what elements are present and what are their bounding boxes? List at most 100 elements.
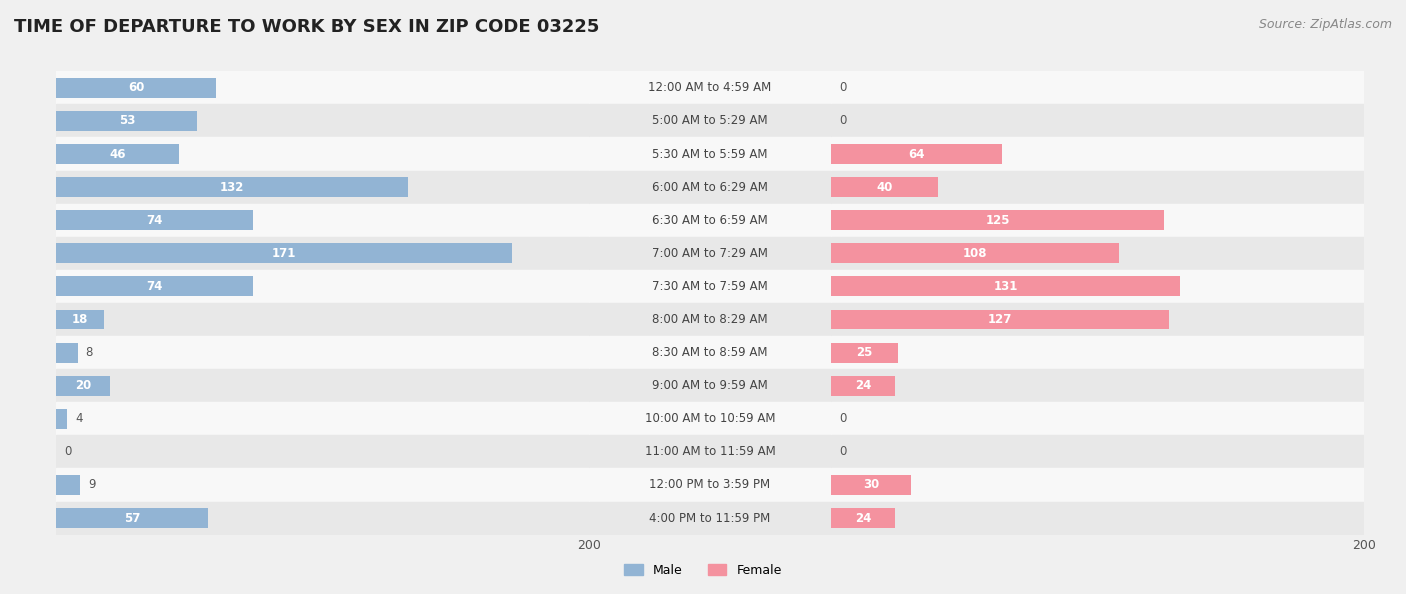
Bar xyxy=(56,336,589,369)
Text: TIME OF DEPARTURE TO WORK BY SEX IN ZIP CODE 03225: TIME OF DEPARTURE TO WORK BY SEX IN ZIP … xyxy=(14,18,599,36)
Bar xyxy=(831,402,1364,435)
Bar xyxy=(831,244,1119,263)
Text: 0: 0 xyxy=(839,81,846,94)
Text: 40: 40 xyxy=(876,181,893,194)
Text: 10:00 AM to 10:59 AM: 10:00 AM to 10:59 AM xyxy=(645,412,775,425)
Bar xyxy=(56,270,589,303)
Bar xyxy=(589,270,831,303)
Bar xyxy=(831,435,834,469)
Bar xyxy=(831,501,1364,535)
Bar xyxy=(589,435,831,469)
Text: 24: 24 xyxy=(855,379,872,392)
Bar xyxy=(589,369,831,402)
Bar xyxy=(56,170,59,204)
Bar xyxy=(831,204,834,237)
Bar xyxy=(831,270,1364,303)
Text: 8:00 AM to 8:29 AM: 8:00 AM to 8:29 AM xyxy=(652,313,768,326)
Text: 108: 108 xyxy=(963,247,987,260)
Text: 12:00 PM to 3:59 PM: 12:00 PM to 3:59 PM xyxy=(650,478,770,491)
Text: 0: 0 xyxy=(65,446,72,459)
Bar xyxy=(831,336,834,369)
Text: 131: 131 xyxy=(994,280,1018,293)
Bar xyxy=(831,475,911,495)
Bar xyxy=(831,402,834,435)
Text: 9:00 AM to 9:59 AM: 9:00 AM to 9:59 AM xyxy=(652,379,768,392)
Bar xyxy=(56,78,217,98)
Bar xyxy=(589,270,831,303)
Bar xyxy=(56,137,589,170)
Text: 4:00 PM to 11:59 PM: 4:00 PM to 11:59 PM xyxy=(650,511,770,525)
Text: 6:00 AM to 6:29 AM: 6:00 AM to 6:29 AM xyxy=(652,181,768,194)
Bar xyxy=(56,376,110,396)
Bar xyxy=(589,336,831,369)
Bar xyxy=(589,204,831,237)
Bar xyxy=(56,71,59,105)
Bar xyxy=(56,469,589,501)
Text: 0: 0 xyxy=(839,446,846,459)
Bar xyxy=(831,469,1364,501)
Bar xyxy=(56,402,59,435)
Bar xyxy=(589,369,831,402)
Bar xyxy=(589,469,831,501)
Bar xyxy=(831,237,1364,270)
Text: 18: 18 xyxy=(72,313,89,326)
Text: 74: 74 xyxy=(146,214,163,227)
Bar xyxy=(56,402,589,435)
Text: 25: 25 xyxy=(856,346,873,359)
Bar xyxy=(831,105,834,137)
Text: 74: 74 xyxy=(146,280,163,293)
Text: 125: 125 xyxy=(986,214,1010,227)
Bar xyxy=(831,144,1001,164)
Bar xyxy=(831,303,1364,336)
Bar xyxy=(831,469,834,501)
Bar xyxy=(831,270,834,303)
Bar xyxy=(56,508,208,528)
Text: Source: ZipAtlas.com: Source: ZipAtlas.com xyxy=(1258,18,1392,31)
Text: 171: 171 xyxy=(271,247,297,260)
Bar xyxy=(56,435,59,469)
Bar xyxy=(56,309,104,330)
Bar xyxy=(831,309,1170,330)
Bar xyxy=(56,177,408,197)
Text: 11:00 AM to 11:59 AM: 11:00 AM to 11:59 AM xyxy=(645,446,775,459)
Bar xyxy=(589,402,831,435)
Text: 4: 4 xyxy=(75,412,83,425)
Text: 60: 60 xyxy=(128,81,145,94)
Bar xyxy=(589,435,831,469)
Bar xyxy=(589,303,831,336)
Bar xyxy=(56,170,589,204)
Bar xyxy=(589,469,831,501)
Bar xyxy=(589,237,831,270)
Bar xyxy=(831,204,1364,237)
Bar xyxy=(831,303,834,336)
Bar xyxy=(56,210,253,230)
Bar xyxy=(589,336,831,369)
Bar xyxy=(56,336,59,369)
Text: 53: 53 xyxy=(118,115,135,128)
Text: 8: 8 xyxy=(86,346,93,359)
Bar xyxy=(56,204,589,237)
Bar xyxy=(831,336,1364,369)
Text: 20: 20 xyxy=(75,379,91,392)
Text: 5:30 AM to 5:59 AM: 5:30 AM to 5:59 AM xyxy=(652,147,768,160)
Bar xyxy=(56,369,59,402)
Bar xyxy=(831,137,1364,170)
Bar xyxy=(589,501,831,535)
Text: 0: 0 xyxy=(839,412,846,425)
Bar xyxy=(831,508,896,528)
Bar xyxy=(56,303,589,336)
Text: 132: 132 xyxy=(219,181,245,194)
Legend: Male, Female: Male, Female xyxy=(619,559,787,582)
Bar xyxy=(56,237,589,270)
Bar xyxy=(831,376,896,396)
Bar xyxy=(831,170,1364,204)
Text: 46: 46 xyxy=(110,147,125,160)
Bar xyxy=(589,105,831,137)
Bar xyxy=(56,435,589,469)
Bar xyxy=(831,210,1164,230)
Text: 8:30 AM to 8:59 AM: 8:30 AM to 8:59 AM xyxy=(652,346,768,359)
Bar xyxy=(589,137,831,170)
Bar xyxy=(831,71,834,105)
Bar xyxy=(831,435,1364,469)
Bar xyxy=(589,303,831,336)
